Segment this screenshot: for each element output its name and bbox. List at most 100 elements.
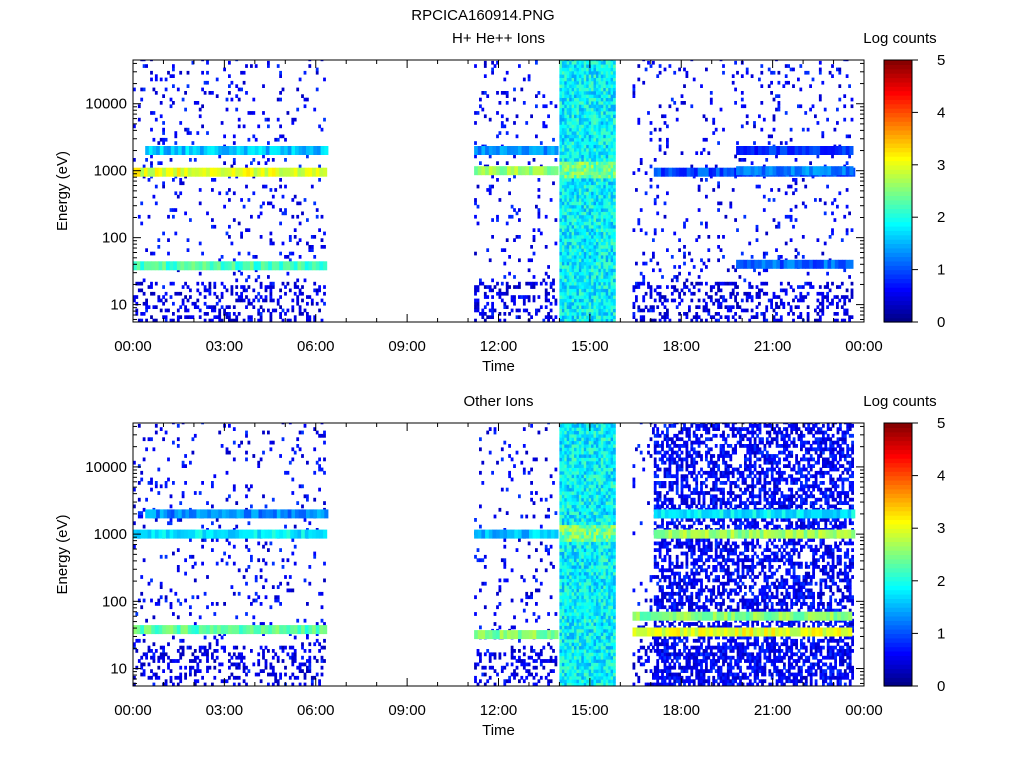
- spectrogram-cell: [600, 181, 604, 186]
- spectrogram-cell: [559, 214, 563, 219]
- spectrogram-cell: [670, 298, 674, 303]
- spectrogram-cell: [598, 258, 602, 263]
- spectrogram-cell: [598, 191, 602, 196]
- spectrogram-cell: [603, 107, 607, 112]
- spectrogram-cell: [581, 161, 585, 165]
- spectrogram-cell: [748, 241, 752, 246]
- spectrogram-cell: [821, 291, 825, 296]
- spectrogram-cell: [598, 198, 602, 202]
- spectrogram-cell: [505, 288, 509, 293]
- spectrogram-cell: [569, 298, 572, 303]
- spectrogram-cell: [181, 423, 185, 425]
- spectrogram-cell: [520, 460, 524, 465]
- spectrogram-cell: [784, 288, 788, 293]
- spectrogram-cell: [228, 450, 231, 455]
- spectrogram-cell: [242, 70, 246, 75]
- spectrogram-cell: [823, 211, 827, 216]
- spectrogram-cell: [569, 168, 572, 172]
- spectrogram-cell: [697, 208, 701, 212]
- spectrogram-cell: [576, 194, 580, 199]
- spectrogram-cell: [179, 191, 183, 196]
- spectrogram-cell: [181, 649, 185, 653]
- spectrogram-cell: [591, 104, 594, 109]
- spectrogram-cell: [637, 117, 641, 122]
- spectrogram-cell: [578, 301, 582, 306]
- spectrogram-cell: [610, 67, 614, 72]
- spectrogram-cell: [474, 612, 477, 616]
- spectrogram-cell: [569, 261, 572, 266]
- spectrogram-cell: [561, 144, 565, 149]
- energy-band: [820, 166, 825, 176]
- spectrogram-cell: [169, 521, 173, 526]
- spectrogram-cell: [738, 305, 742, 309]
- spectrogram-cell: [569, 305, 572, 309]
- spectrogram-cell: [571, 60, 575, 62]
- spectrogram-cell: [566, 228, 570, 232]
- spectrogram-cell: [586, 121, 589, 125]
- spectrogram-cell: [613, 80, 616, 85]
- spectrogram-cell: [306, 318, 309, 322]
- spectrogram-cell: [637, 285, 641, 289]
- spectrogram-cell: [591, 194, 594, 199]
- spectrogram-cell: [719, 107, 723, 112]
- spectrogram-cell: [184, 315, 187, 319]
- spectrogram-cell: [605, 64, 609, 68]
- spectrogram-cell: [488, 427, 492, 431]
- spectrogram-cell: [566, 60, 570, 65]
- spectrogram-cell: [159, 114, 163, 119]
- spectrogram-cell: [598, 271, 602, 276]
- spectrogram-cell: [566, 224, 570, 229]
- spectrogram-cell: [181, 301, 185, 306]
- spectrogram-cell: [237, 87, 241, 92]
- spectrogram-cell: [843, 104, 847, 109]
- spectrogram-cell: [569, 97, 572, 102]
- spectrogram-cell: [257, 298, 261, 303]
- spectrogram-cell: [293, 117, 297, 122]
- spectrogram-cell: [598, 255, 602, 259]
- spectrogram-cell: [245, 91, 248, 95]
- spectrogram-cell: [176, 649, 180, 653]
- spectrogram-cell: [140, 97, 144, 102]
- spectrogram-cell: [784, 74, 788, 78]
- spectrogram-cell: [561, 258, 565, 263]
- spectrogram-cell: [133, 675, 136, 680]
- colorbar-segment: [884, 269, 912, 275]
- spectrogram-cell: [566, 191, 570, 196]
- spectrogram-cell: [610, 134, 614, 139]
- energy-band: [845, 259, 850, 269]
- spectrogram-cell: [840, 281, 844, 286]
- spectrogram-cell: [140, 470, 144, 475]
- spectrogram-cell: [479, 655, 482, 660]
- spectrogram-cell: [818, 198, 822, 202]
- spectrogram-cell: [203, 288, 207, 293]
- spectrogram-cell: [574, 147, 577, 152]
- spectrogram-cell: [613, 151, 616, 155]
- spectrogram-cell: [564, 161, 568, 165]
- spectrogram-cell: [152, 655, 156, 660]
- spectrogram-cell: [296, 201, 300, 206]
- spectrogram-cell: [722, 255, 725, 259]
- energy-band: [754, 166, 759, 176]
- spectrogram-cell: [323, 622, 326, 626]
- colorbar-segment: [884, 103, 912, 109]
- spectrogram-cell: [576, 231, 580, 236]
- spectrogram-cell: [318, 467, 321, 472]
- spectrogram-cell: [479, 104, 482, 109]
- spectrogram-cell: [779, 288, 783, 293]
- spectrogram-cell: [605, 107, 609, 112]
- spectrogram-cell: [578, 178, 582, 182]
- spectrogram-cell: [644, 191, 648, 196]
- colorbar-segment: [884, 177, 912, 183]
- spectrogram-cell: [242, 285, 246, 289]
- spectrogram-cell: [632, 171, 636, 175]
- spectrogram-cell: [581, 164, 585, 169]
- spectrogram-cell: [296, 107, 300, 112]
- spectrogram-cell: [474, 121, 477, 125]
- spectrogram-cell: [574, 151, 577, 155]
- spectrogram-cell: [578, 121, 582, 125]
- energy-band: [690, 167, 695, 177]
- spectrogram-cell: [814, 308, 817, 313]
- spectrogram-cell: [237, 312, 241, 316]
- colorbar-segment: [884, 252, 912, 258]
- energy-band: [260, 261, 265, 271]
